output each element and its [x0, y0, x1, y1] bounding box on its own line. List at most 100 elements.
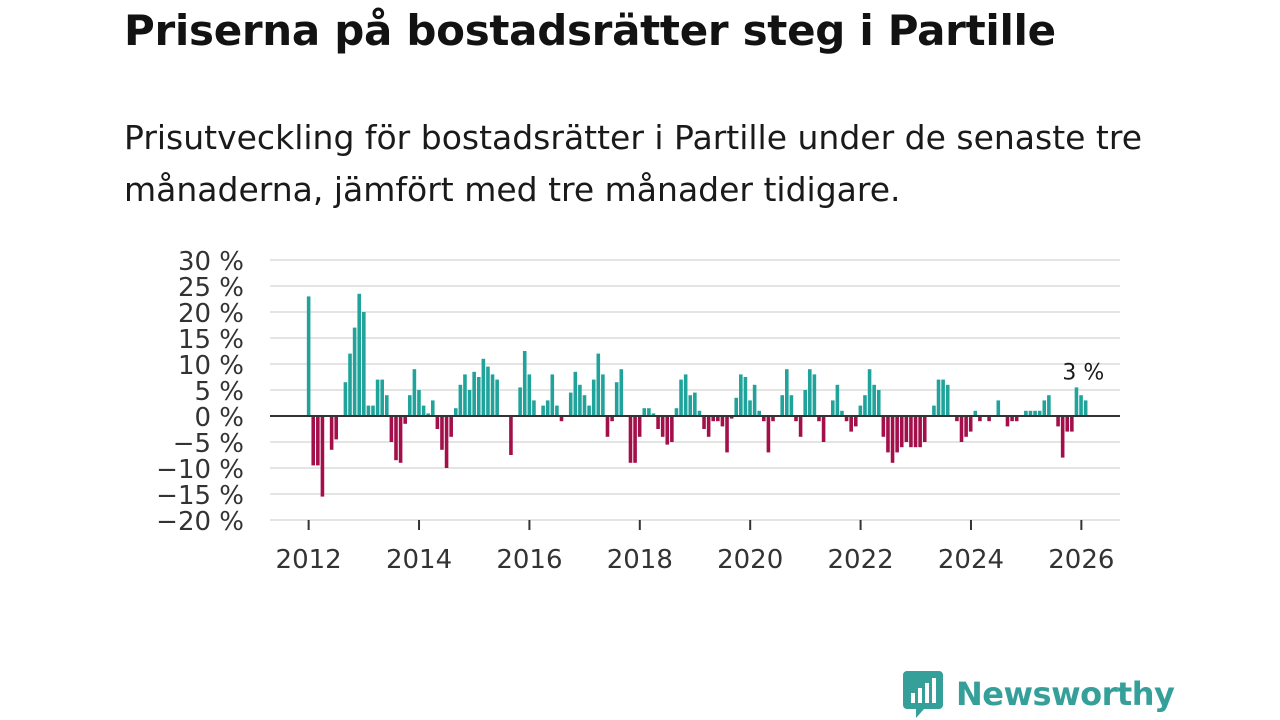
y-tick-label: −20 % — [156, 507, 244, 537]
bar — [867, 369, 872, 416]
bar — [578, 384, 582, 416]
bar — [316, 416, 320, 466]
y-axis-ticks: 30 %25 %20 %15 %10 %5 %0 %−5 %−10 %−15 %… — [156, 247, 244, 537]
bar — [762, 416, 766, 422]
bar — [780, 395, 784, 416]
bar — [863, 395, 867, 416]
chart-subtitle: Prisutveckling för bostadsrätter i Parti… — [124, 118, 1143, 209]
bar — [605, 416, 610, 437]
bar — [1047, 395, 1051, 416]
bar — [1014, 416, 1019, 422]
bar — [821, 416, 826, 442]
bar — [679, 379, 683, 416]
bar — [582, 395, 587, 416]
bar — [720, 416, 725, 427]
bar — [844, 416, 849, 422]
bar — [407, 395, 412, 416]
bar-series — [306, 293, 1088, 497]
bar — [697, 410, 702, 416]
bar — [876, 390, 881, 416]
bar — [711, 416, 716, 422]
bar — [435, 416, 440, 429]
bar — [334, 416, 339, 440]
y-tick-label: −10 % — [156, 455, 244, 485]
bar — [922, 416, 927, 442]
bar — [849, 416, 853, 432]
bar — [683, 374, 688, 416]
y-tick-label: 20 % — [178, 299, 244, 329]
bar — [647, 408, 651, 416]
bar — [1083, 400, 1088, 416]
y-tick-label: −15 % — [156, 481, 244, 511]
bar — [959, 416, 964, 442]
bar — [739, 374, 743, 416]
bar — [568, 392, 573, 416]
bar — [550, 374, 555, 416]
bar — [807, 369, 812, 416]
bar — [573, 371, 578, 416]
bar — [366, 405, 371, 416]
bar — [463, 374, 467, 416]
bar — [430, 400, 435, 416]
bar — [817, 416, 821, 422]
bar — [1005, 416, 1010, 427]
bar — [398, 416, 403, 463]
x-tick-label: 2022 — [827, 545, 893, 575]
bar — [440, 416, 444, 450]
bar — [306, 296, 311, 416]
bar — [872, 384, 876, 416]
bar — [830, 400, 835, 416]
bar — [853, 416, 858, 427]
y-tick-label: 15 % — [178, 325, 244, 355]
bar — [444, 416, 449, 468]
bar — [389, 416, 394, 442]
bar — [909, 416, 913, 448]
bar — [412, 369, 417, 416]
gridlines — [270, 259, 1120, 521]
bar — [702, 416, 706, 429]
y-tick-label: 5 % — [194, 377, 244, 407]
bar — [614, 382, 619, 416]
bar — [449, 416, 453, 437]
bar — [945, 384, 950, 416]
bar — [716, 416, 720, 422]
y-tick-label: 25 % — [178, 273, 244, 303]
bar — [771, 416, 775, 422]
bar — [996, 400, 1001, 416]
bar — [394, 416, 398, 461]
bar — [789, 395, 794, 416]
chart-title: Priserna på bostadsrätter steg i Partill… — [124, 6, 1056, 55]
bar — [785, 369, 789, 416]
bar — [660, 416, 665, 437]
bar — [380, 379, 384, 416]
bar — [481, 358, 486, 416]
bar — [357, 293, 362, 416]
bar — [628, 416, 633, 463]
bar — [375, 379, 380, 416]
bar — [601, 374, 605, 416]
bar — [1033, 410, 1037, 416]
bar — [1028, 410, 1033, 416]
bar — [311, 416, 316, 466]
bar — [453, 408, 458, 416]
bar — [320, 416, 325, 497]
bar — [729, 416, 734, 419]
bar — [1079, 395, 1083, 416]
x-tick-label: 2020 — [717, 545, 783, 575]
x-axis-ticks: 2012 2014 2016 2018 2020 2022 2024 2026 — [276, 520, 1114, 575]
bar — [1024, 410, 1028, 416]
y-tick-label: −5 % — [173, 429, 244, 459]
bar — [343, 382, 348, 416]
x-tick-label: 2016 — [496, 545, 562, 575]
bar — [545, 400, 550, 416]
bar — [637, 416, 642, 437]
bar — [555, 405, 559, 416]
x-tick-label: 2018 — [607, 545, 673, 575]
bar — [968, 416, 973, 432]
bar — [881, 416, 886, 437]
bar — [490, 374, 495, 416]
bar — [421, 405, 426, 416]
bar — [633, 416, 637, 463]
bar — [352, 327, 357, 416]
